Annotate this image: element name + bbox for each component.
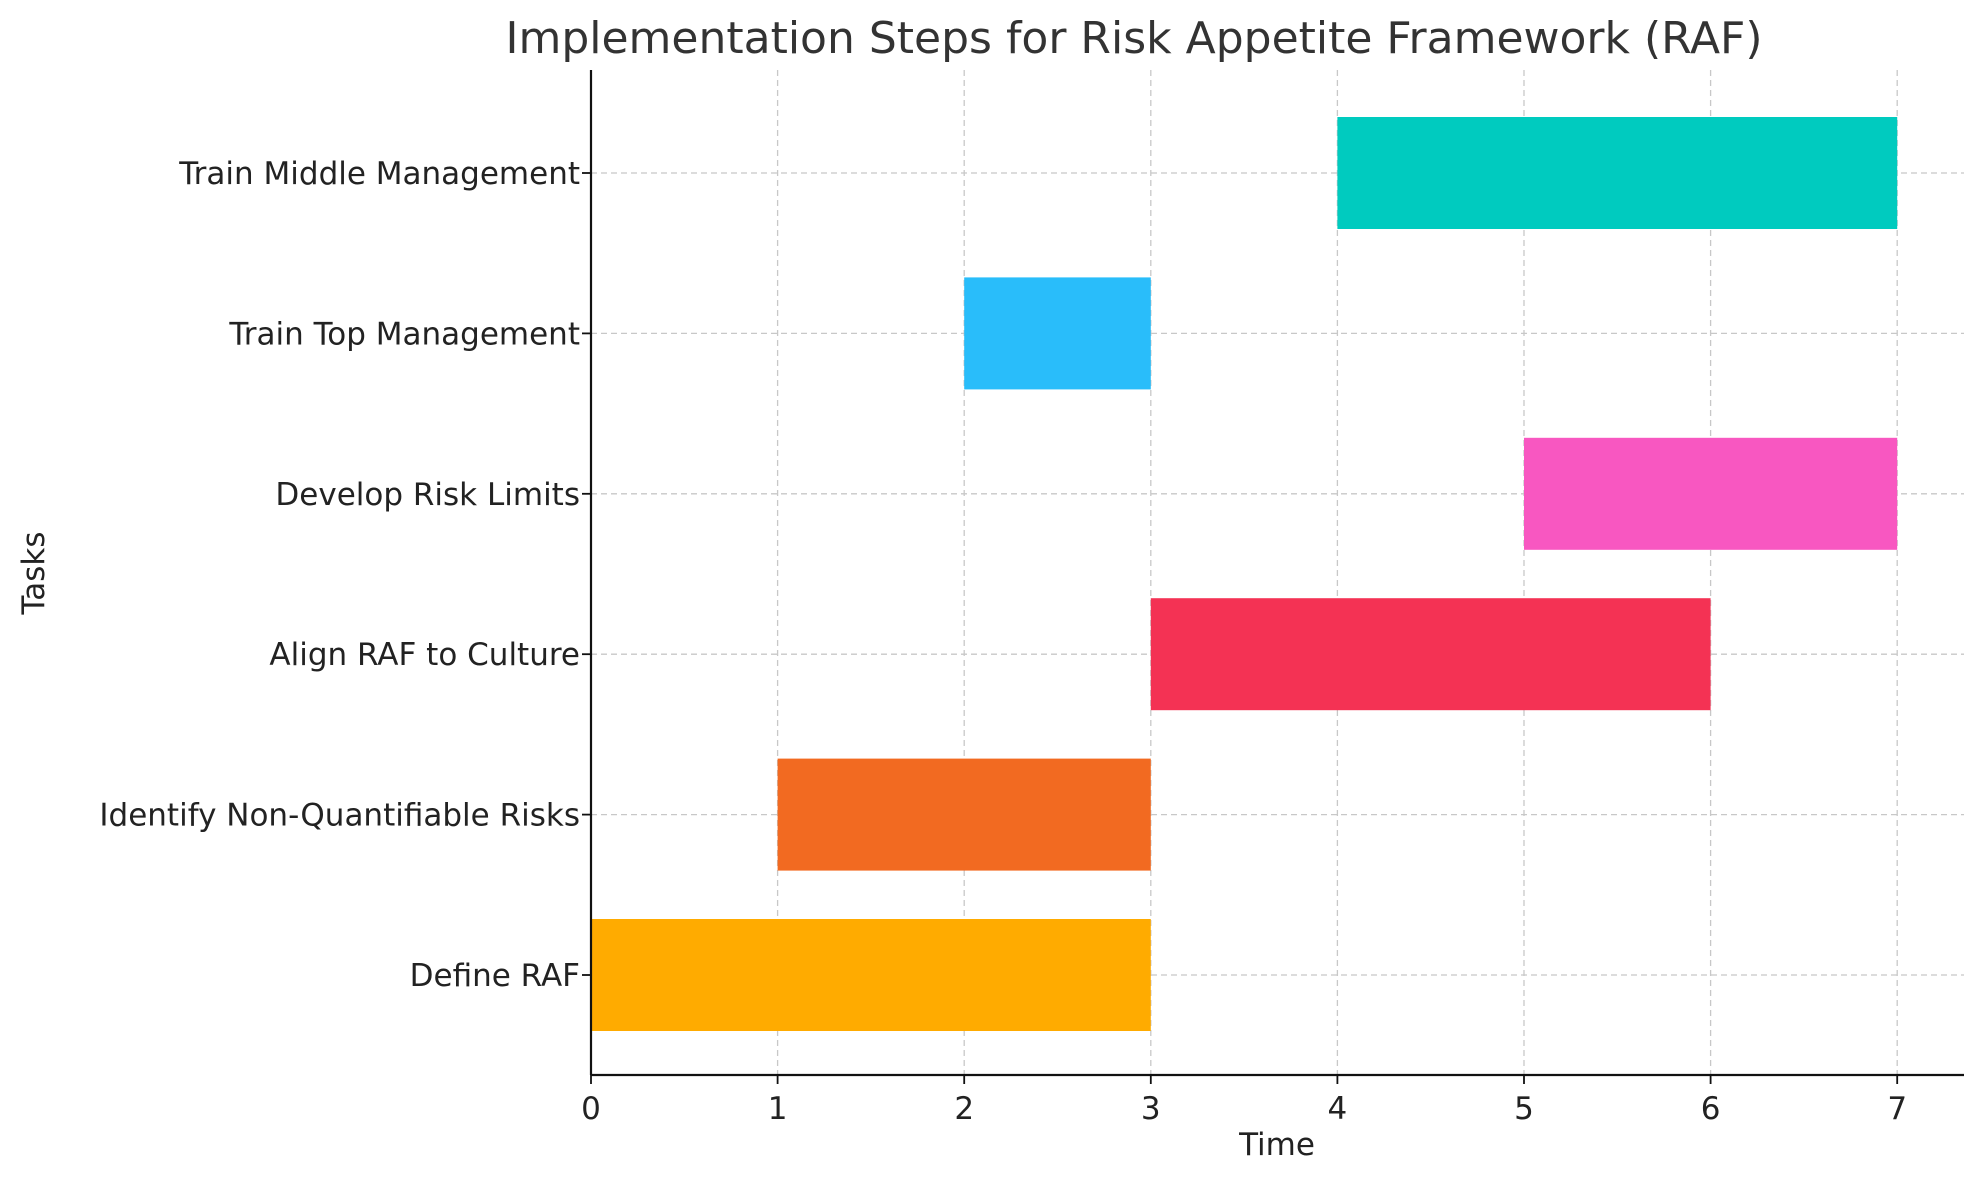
y-tick-label: Align RAF to Culture [269, 637, 580, 673]
axis-layer [589, 70, 1964, 1077]
y-tick-label: Identify Non-Quantifiable Risks [99, 798, 580, 834]
x-tick-label: 5 [1514, 1091, 1534, 1127]
y-tick-label: Train Middle Management [178, 156, 580, 192]
task-bar [591, 919, 1151, 1031]
y-tick-label: Define RAF [410, 958, 580, 994]
x-tick-label: 4 [1328, 1091, 1348, 1127]
task-bar [777, 758, 1151, 871]
y-tick-label: Develop Risk Limits [275, 477, 580, 513]
x-tick-label: 6 [1701, 1091, 1721, 1127]
x-tick-label: 7 [1887, 1091, 1907, 1127]
tick-layer: 0 1 2 3 4 5 6 7 Define RAF Identify Non-Quantifia… [99, 156, 1907, 1127]
x-tick-label: 1 [768, 1091, 788, 1127]
y-tick-label: Train Top Management [228, 316, 580, 352]
x-tick-label: 3 [1141, 1091, 1161, 1127]
x-tick-label: 0 [581, 1091, 601, 1127]
bar-layer [591, 117, 1898, 1031]
x-axis-label: Time [1238, 1127, 1315, 1163]
task-bar [1524, 437, 1898, 550]
task-bar [1337, 117, 1898, 229]
x-tick-label: 2 [954, 1091, 974, 1127]
task-bar [964, 277, 1151, 390]
task-bar [1150, 598, 1711, 711]
y-axis-label: Tasks [16, 531, 52, 615]
chart-title: Implementation Steps for Risk Appetite F… [505, 13, 1762, 64]
